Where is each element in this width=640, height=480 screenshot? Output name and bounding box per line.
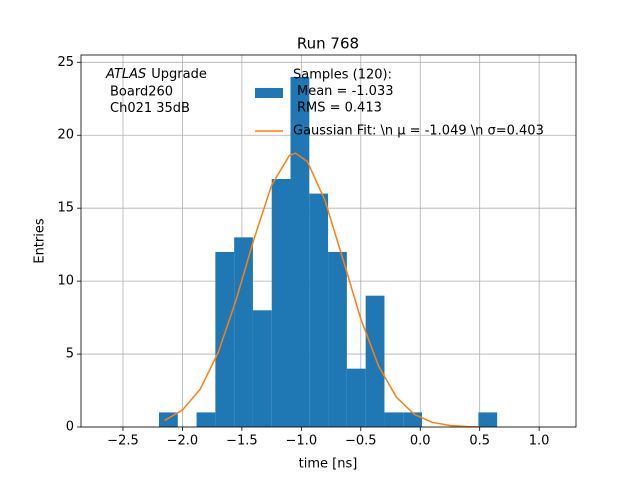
y-tick-label: 15 [57, 201, 74, 216]
histogram-bar [365, 295, 385, 427]
x-tick-label: −2.0 [167, 434, 199, 449]
x-tick-label: 0.5 [469, 434, 490, 449]
x-tick-label: 0.0 [410, 434, 431, 449]
annotation-text: Upgrade [151, 67, 207, 82]
fit-line [164, 152, 480, 428]
annotation-italic: ATLAS [105, 67, 146, 82]
annotation-text: Ch021 35dB [110, 101, 190, 116]
marks [159, 76, 498, 428]
axes: −2.5 −2.0 −1.5 −1.0 −0.5 0.0 0.5 1.0 0 5 10 15 20 25 [57, 54, 577, 449]
histogram-bar [252, 310, 272, 427]
legend-label: Mean = -1.033 [297, 84, 393, 99]
histogram-bar [346, 368, 366, 427]
legend-label: RMS = 0.413 [297, 101, 382, 116]
y-tick-label: 0 [66, 420, 74, 435]
histogram-bar [290, 76, 310, 427]
histogram-bar [215, 251, 235, 427]
y-tick-label: 5 [66, 347, 74, 362]
x-tick-label: −1.5 [226, 434, 258, 449]
histogram-bar [309, 193, 329, 427]
histogram-bar [271, 179, 291, 427]
x-tick-label: −1.0 [286, 434, 318, 449]
legend-label: Samples (120): [293, 68, 392, 83]
y-tick-label: 20 [57, 128, 74, 143]
legend-label: Gaussian Fit: \n μ = -1.049 \n σ=0.403 [293, 124, 544, 139]
annotation-text: Board260 [110, 85, 173, 100]
histogram-bar [328, 251, 347, 427]
x-tick-label: −2.5 [107, 434, 139, 449]
plot-frame [80, 54, 577, 428]
chart-title: Run 768 [297, 35, 359, 53]
y-tick-label: 25 [57, 55, 74, 70]
histogram-bar [403, 412, 423, 427]
histogram-bar [384, 412, 404, 427]
histogram-bar [234, 237, 253, 427]
histogram-bar [196, 412, 216, 427]
y-axis-label: Entries [33, 218, 48, 264]
x-tick-label: −0.5 [345, 434, 377, 449]
legend-swatch [255, 88, 283, 98]
annotation: ATLAS Upgrade [105, 67, 207, 82]
y-tick-label: 10 [57, 274, 74, 289]
histogram-bar [478, 412, 498, 427]
x-axis-label: time [ns] [299, 457, 358, 472]
x-tick-label: 1.0 [529, 434, 550, 449]
